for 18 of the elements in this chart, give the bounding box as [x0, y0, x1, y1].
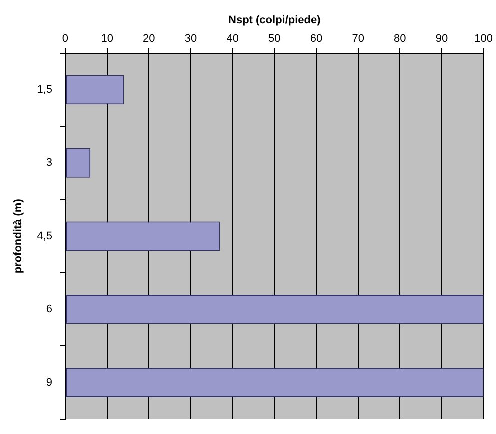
x-tick-label: 0	[62, 32, 69, 45]
x-tick-label: 90	[436, 32, 448, 45]
x-tick-label: 70	[352, 32, 364, 45]
x-tick-label: 60	[310, 32, 323, 45]
x-tick-label: 20	[143, 32, 156, 45]
x-tick-label: 40	[226, 32, 239, 45]
x-tick-label: 50	[268, 32, 281, 45]
y-tick-label: 6	[46, 304, 52, 316]
x-axis-title: Nspt (colpi/piede)	[228, 14, 322, 27]
x-tick-label: 100	[474, 32, 494, 45]
x-tick-label: 10	[101, 32, 114, 45]
x-tick-label: 30	[184, 32, 198, 45]
y-axis-title: profondità (m)	[12, 198, 25, 274]
y-tick-label: 3	[46, 157, 52, 170]
x-tick-label: 80	[394, 32, 406, 45]
y-tick-label: 1,5	[37, 84, 52, 96]
y-tick-label: 9	[46, 376, 52, 389]
y-tick-label: 4,5	[37, 230, 52, 242]
